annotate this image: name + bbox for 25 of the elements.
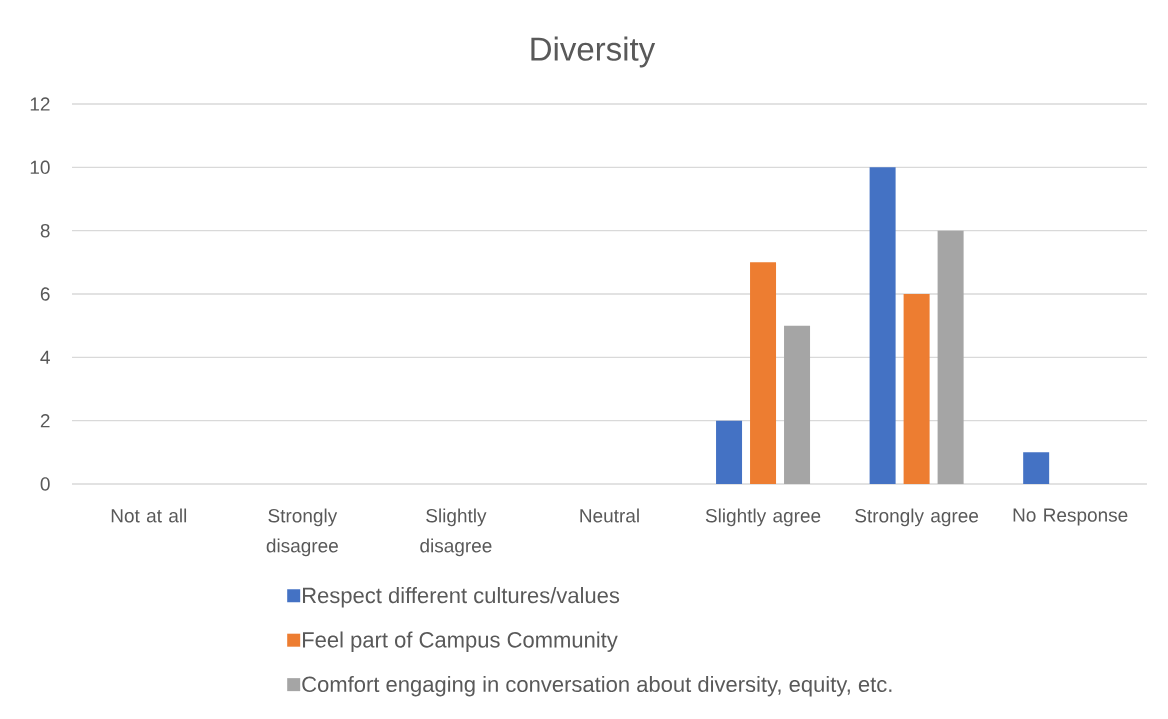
x-tick-label: Slightly agree (705, 508, 821, 527)
y-tick-label: 12 (30, 97, 50, 111)
x-tick-label: Strongly disagree (266, 508, 338, 557)
x-tick-label: No Response (1013, 508, 1128, 526)
legend-label: Comfort engaging in conversation about diversity, equity, etc. (302, 675, 892, 697)
y-tick-label: 6 (40, 287, 50, 301)
bar (750, 262, 777, 484)
y-tick-label: 2 (40, 414, 50, 428)
y-tick-label: 10 (30, 160, 50, 175)
x-tick-label: Slightly disagree (420, 508, 492, 557)
x-tick-label: Neutral (580, 508, 639, 523)
bar (1023, 452, 1050, 484)
y-tick-label: 0 (40, 477, 50, 491)
bar (937, 230, 964, 484)
bar (903, 293, 930, 484)
chart-title: Diversity (531, 36, 656, 68)
legend-label: Respect different cultures/values (303, 587, 620, 608)
y-tick-label: 4 (40, 350, 50, 364)
bar (716, 420, 743, 484)
legend-label: Feel part of Campus Community (303, 631, 618, 652)
x-tick-label: Strongly agree (855, 508, 979, 527)
x-tick-label: Not at all (111, 508, 187, 523)
bar (784, 325, 811, 484)
bar (869, 167, 896, 484)
y-tick-label: 8 (40, 223, 50, 238)
